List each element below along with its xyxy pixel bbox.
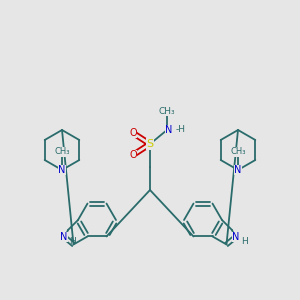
Text: O: O [129,150,137,160]
Text: N: N [58,165,66,175]
Text: CH₃: CH₃ [54,148,70,157]
Text: -H: -H [176,125,186,134]
Text: H: H [70,238,76,247]
Text: N: N [232,232,240,242]
Text: N: N [234,165,242,175]
Text: CH₃: CH₃ [230,148,246,157]
Text: S: S [146,139,154,149]
Text: N: N [165,125,173,135]
Text: CH₃: CH₃ [159,106,175,116]
Text: H: H [242,238,248,247]
Text: O: O [129,128,137,138]
Text: N: N [60,232,68,242]
